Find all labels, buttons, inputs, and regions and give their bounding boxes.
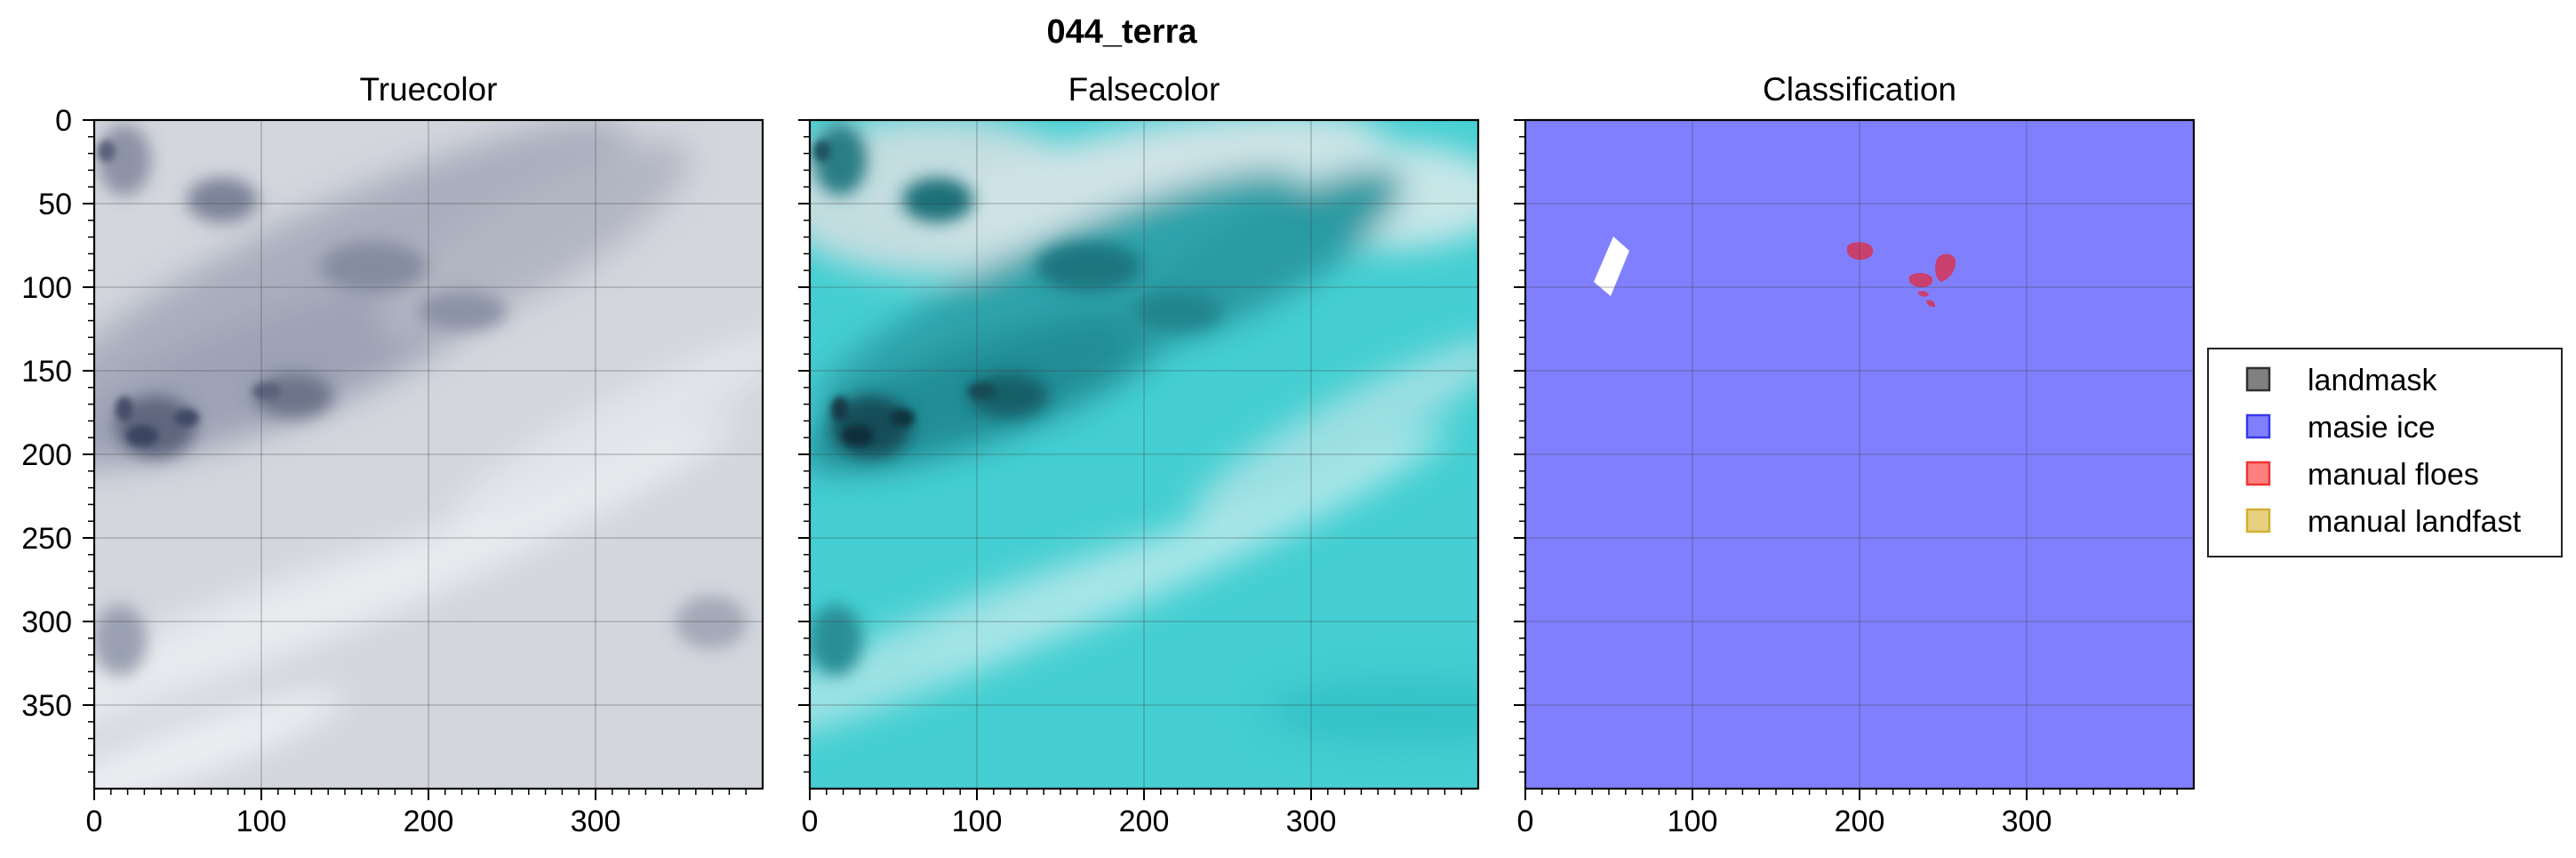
falsecolor-image <box>810 120 1478 789</box>
legend-swatch-landmask <box>2245 366 2271 392</box>
y-tick-label: 300 <box>21 605 72 639</box>
legend-item-manual-landfast: manual landfast <box>2245 505 2522 539</box>
legend: landmask masie ice manual floes manual l… <box>2207 348 2563 557</box>
axes-falsecolor: 0 100 200 300 <box>798 118 1480 838</box>
legend-swatch-masie-ice <box>2245 413 2271 439</box>
x-tick-label: 300 <box>2002 805 2052 838</box>
panel-title-truecolor: Truecolor <box>360 71 498 108</box>
y-tick-label: 100 <box>21 271 72 305</box>
axes-truecolor: 0 100 200 300 0 50 100 150 200 250 300 350 <box>21 104 764 838</box>
legend-label-manual-landfast: manual landfast <box>2308 505 2522 539</box>
legend-item-manual-floes: manual floes <box>2245 458 2479 492</box>
x-tick-label: 100 <box>236 805 287 838</box>
x-tick-label: 300 <box>1286 805 1337 838</box>
y-tick-label: 50 <box>38 188 72 221</box>
truecolor-image <box>94 120 763 789</box>
legend-label-manual-floes: manual floes <box>2308 458 2479 492</box>
panel-truecolor: Truecolor <box>94 71 763 789</box>
classification-image <box>1525 120 2194 789</box>
x-tick-label: 100 <box>1668 805 1718 838</box>
axes-layer: 0 100 200 300 0 50 100 150 200 250 300 350 0 100 200 30… <box>21 104 2196 838</box>
y-tick-label: 350 <box>21 689 72 723</box>
legend-label-masie-ice: masie ice <box>2308 411 2436 445</box>
masie-ice-area <box>1525 120 2194 789</box>
y-tick-label: 0 <box>55 104 72 138</box>
x-tick-label: 0 <box>802 805 819 838</box>
legend-swatch-manual-floes <box>2245 461 2271 486</box>
y-tick-label: 150 <box>21 355 72 389</box>
x-tick-label: 300 <box>571 805 621 838</box>
panel-title-falsecolor: Falsecolor <box>1068 71 1220 108</box>
manual-floes <box>1846 242 1956 308</box>
legend-label-landmask: landmask <box>2308 364 2438 397</box>
axes-classification: 0 100 200 300 <box>1514 118 2196 838</box>
panel-classification: Classification <box>1525 71 2194 789</box>
x-tick-label: 200 <box>1119 805 1170 838</box>
y-tick-label: 250 <box>21 522 72 556</box>
no-data-patch <box>1594 237 1629 296</box>
x-tick-label: 100 <box>952 805 1003 838</box>
legend-item-masie-ice: masie ice <box>2245 411 2436 445</box>
x-tick-label: 200 <box>404 805 454 838</box>
legend-item-landmask: landmask <box>2245 364 2438 397</box>
figure-title: 044_terra <box>1046 13 1197 51</box>
x-tick-label: 0 <box>1517 805 1534 838</box>
y-tick-label: 200 <box>21 438 72 472</box>
legend-swatch-manual-landfast <box>2245 508 2271 533</box>
x-tick-label: 0 <box>86 805 103 838</box>
panel-falsecolor: Falsecolor <box>810 71 1478 789</box>
panel-title-classification: Classification <box>1763 71 1956 108</box>
x-tick-label: 200 <box>1835 805 1885 838</box>
